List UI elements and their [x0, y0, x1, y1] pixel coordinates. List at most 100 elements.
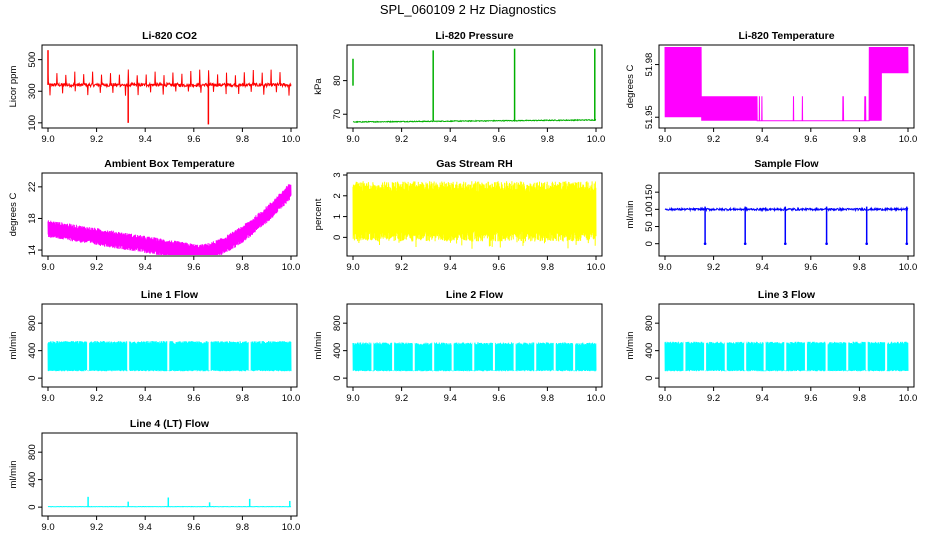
chart-title: Li-820 Temperature	[738, 30, 834, 42]
x-tick-label: 9.2	[90, 393, 103, 404]
series-line	[47, 69, 292, 96]
y-tick-label: 14	[27, 245, 38, 256]
y-tick-label: 2	[332, 193, 343, 198]
chart-line4: Line 4 (LT) Flow 9.0 9.2 9.4 9.6 9.8 10.0 0 400 8…	[8, 418, 300, 533]
y-axis-label: ml/min	[8, 332, 19, 360]
series-line2	[352, 340, 597, 372]
x-tick-label: 10.0	[587, 262, 606, 273]
x-tick-label: 9.4	[756, 262, 769, 273]
x-tick-label: 10.0	[282, 393, 301, 404]
x-tick-label: 9.6	[187, 522, 200, 533]
series-line	[352, 342, 597, 372]
chart-pressure: Li-820 Pressure 9.0 9.2 9.4 9.6 9.8 10.0 70 80 kP…	[313, 30, 605, 145]
y-tick-label: 100	[644, 201, 655, 217]
x-tick-label: 9.6	[187, 262, 200, 273]
series-line3	[664, 339, 909, 372]
x-tick-label: 9.0	[658, 134, 671, 145]
plot-frame	[346, 172, 603, 257]
y-tick-label: 500	[27, 52, 38, 68]
y-tick-label: 400	[27, 343, 38, 359]
plot-frame	[41, 432, 298, 517]
y-axis-label: Licor ppm	[8, 66, 19, 108]
series-line	[47, 184, 292, 256]
chart-line3: Line 3 Flow 9.0 9.2 9.4 9.6 9.8 10.0 0 400 800 ml/…	[625, 289, 917, 404]
series-ambient	[47, 184, 292, 256]
x-tick-label: 10.0	[899, 262, 918, 273]
y-tick-label: 400	[27, 472, 38, 488]
x-tick-label: 10.0	[282, 522, 301, 533]
x-tick-label: 9.0	[658, 393, 671, 404]
y-tick-label: 300	[27, 83, 38, 99]
x-tick-label: 9.6	[492, 262, 505, 273]
series-line	[664, 341, 909, 372]
y-tick-label: 150	[644, 184, 655, 200]
x-tick-label: 9.4	[444, 262, 457, 273]
y-tick-label: 22	[27, 182, 38, 193]
x-tick-label: 9.8	[853, 134, 866, 145]
chart-ambient: Ambient Box Temperature 9.0 9.2 9.4 9.6 9.8 10…	[8, 158, 300, 273]
y-tick-label: 51.98	[644, 53, 655, 77]
plot-frame	[658, 303, 915, 388]
y-tick-label: 0	[27, 504, 38, 509]
x-tick-label: 9.4	[139, 262, 152, 273]
y-axis-label: percent	[313, 198, 324, 230]
series-line	[47, 340, 292, 372]
x-tick-label: 9.6	[187, 393, 200, 404]
y-axis-label: kPa	[313, 78, 324, 95]
y-tick-label: 800	[332, 315, 343, 331]
dip-point	[703, 242, 707, 245]
series-rh	[352, 181, 597, 249]
y-axis-label: ml/min	[8, 461, 19, 489]
x-tick-label: 9.0	[346, 393, 359, 404]
x-tick-label: 9.6	[492, 134, 505, 145]
x-tick-label: 9.6	[492, 393, 505, 404]
y-axis-label: ml/min	[625, 332, 636, 360]
series-line	[352, 118, 597, 124]
y-axis-label: degrees C	[625, 64, 636, 108]
series-co2	[47, 50, 292, 125]
x-tick-label: 9.4	[139, 134, 152, 145]
chart-line2: Line 2 Flow 9.0 9.2 9.4 9.6 9.8 10.0 0 400 800 ml/…	[313, 289, 605, 404]
y-tick-label: 400	[644, 343, 655, 359]
dip-point	[743, 242, 747, 245]
y-tick-label: 800	[27, 315, 38, 331]
x-tick-label: 9.6	[804, 134, 817, 145]
x-tick-label: 9.0	[41, 393, 54, 404]
chart-title: Li-820 CO2	[142, 30, 197, 42]
y-tick-label: 0	[27, 375, 38, 380]
x-tick-label: 10.0	[282, 262, 301, 273]
series-line	[352, 181, 597, 249]
x-tick-label: 9.2	[707, 262, 720, 273]
x-tick-label: 9.8	[236, 262, 249, 273]
x-tick-label: 9.2	[90, 522, 103, 533]
chart-title: Line 3 Flow	[758, 289, 816, 301]
x-tick-label: 9.2	[707, 393, 720, 404]
x-tick-label: 9.8	[541, 134, 554, 145]
series-line4	[47, 496, 292, 508]
x-tick-label: 9.2	[395, 134, 408, 145]
dip-point	[783, 242, 787, 245]
dip-point	[825, 242, 828, 245]
x-tick-label: 9.8	[236, 393, 249, 404]
x-tick-label: 9.8	[236, 134, 249, 145]
y-tick-label: 80	[332, 75, 343, 86]
x-tick-label: 9.4	[139, 393, 152, 404]
x-tick-label: 9.0	[346, 262, 359, 273]
x-tick-label: 9.8	[541, 262, 554, 273]
chart-li820temp: Li-820 Temperature 9.0 9.2 9.4 9.6 9.8 10.0 51.…	[625, 30, 917, 145]
x-tick-label: 9.4	[444, 134, 457, 145]
x-tick-label: 10.0	[587, 393, 606, 404]
y-tick-label: 100	[27, 115, 38, 131]
y-axis-label: degrees C	[8, 192, 19, 236]
series-line	[664, 206, 909, 213]
y-tick-label: 70	[332, 109, 343, 120]
y-tick-label: 3	[332, 172, 343, 177]
x-tick-label: 10.0	[282, 134, 301, 145]
y-tick-label: 50	[644, 221, 655, 232]
x-tick-label: 10.0	[587, 134, 606, 145]
page-title: SPL_060109 2 Hz Diagnostics	[379, 2, 557, 17]
y-axis-label: ml/min	[313, 332, 324, 360]
x-tick-label: 9.4	[756, 134, 769, 145]
